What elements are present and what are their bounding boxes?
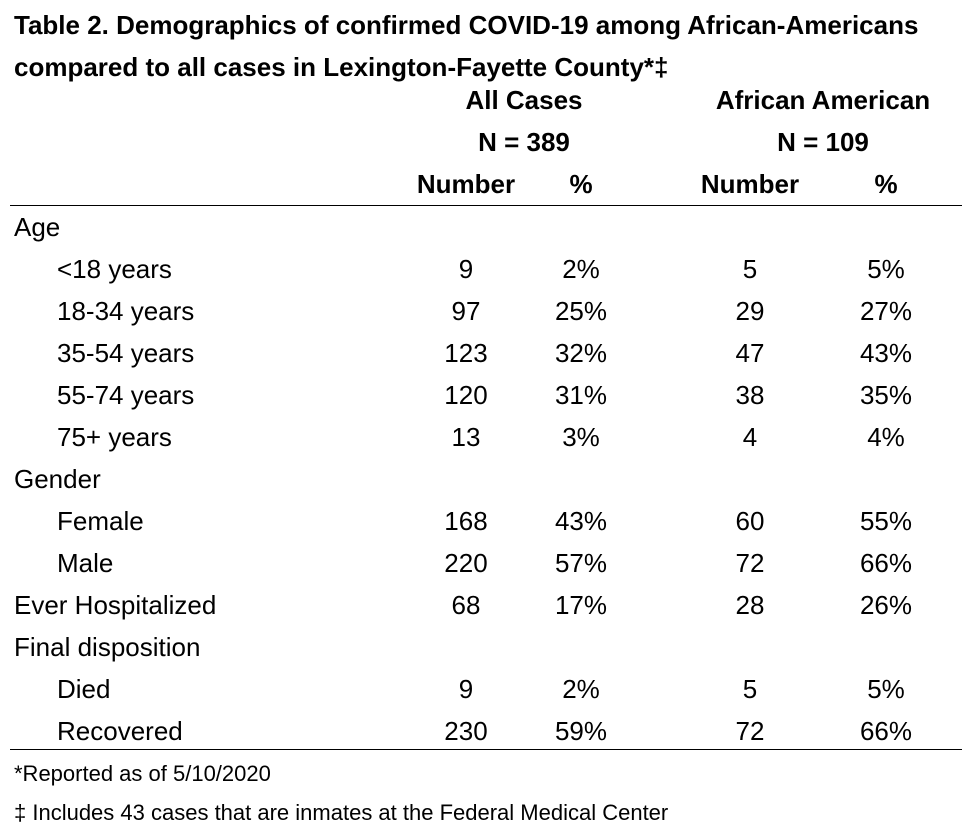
row-label-female: Female	[57, 506, 144, 536]
cell-55-74-all-pct: 31%	[554, 380, 608, 410]
cell-under-18-aa-pct: 5%	[867, 254, 905, 284]
cell-75-plus-aa-number: 4	[742, 422, 758, 452]
group-n-african-american: N = 109	[777, 127, 869, 157]
cell-recovered-all-number: 230	[444, 716, 488, 746]
cell-35-54-aa-number: 47	[735, 338, 765, 368]
group-header-african-american: African American	[715, 85, 931, 115]
row-label-recovered: Recovered	[57, 716, 183, 746]
cell-died-aa-pct: 5%	[867, 674, 905, 704]
col-header-number-all: Number	[416, 169, 516, 199]
cell-male-all-pct: 57%	[554, 548, 608, 578]
row-label-male: Male	[57, 548, 114, 578]
cell-male-aa-number: 72	[735, 548, 765, 578]
header-rule	[10, 205, 962, 206]
cell-hospitalized-aa-pct: 26%	[859, 590, 913, 620]
cell-under-18-all-pct: 2%	[562, 254, 600, 284]
cell-recovered-all-pct: 59%	[554, 716, 608, 746]
col-header-number-aa: Number	[700, 169, 800, 199]
table-title: Table 2. Demographics of confirmed COVID…	[14, 10, 919, 82]
cell-35-54-aa-pct: 43%	[859, 338, 913, 368]
cell-female-aa-pct: 55%	[859, 506, 913, 536]
row-label-gender: Gender	[14, 464, 101, 494]
cell-died-aa-number: 5	[742, 674, 758, 704]
cell-75-plus-all-number: 13	[451, 422, 481, 452]
cell-male-aa-pct: 66%	[859, 548, 913, 578]
row-label-age: Age	[14, 212, 61, 242]
row-label-18-34: 18-34 years	[57, 296, 195, 326]
cell-18-34-all-pct: 25%	[554, 296, 608, 326]
cell-75-plus-aa-pct: 4%	[867, 422, 905, 452]
col-header-pct-aa: %	[874, 169, 898, 199]
footnote-inmates: ‡ Includes 43 cases that are inmates at …	[14, 800, 669, 825]
cell-18-34-aa-pct: 27%	[859, 296, 913, 326]
cell-35-54-all-number: 123	[444, 338, 488, 368]
row-label-ever-hospitalized: Ever Hospitalized	[14, 590, 217, 620]
cell-died-all-number: 9	[458, 674, 474, 704]
cell-55-74-all-number: 120	[444, 380, 488, 410]
cell-75-plus-all-pct: 3%	[562, 422, 600, 452]
cell-hospitalized-aa-number: 28	[735, 590, 765, 620]
row-label-35-54: 35-54 years	[57, 338, 195, 368]
cell-male-all-number: 220	[444, 548, 488, 578]
group-n-all-cases: N = 389	[478, 127, 570, 157]
cell-recovered-aa-number: 72	[735, 716, 765, 746]
cell-18-34-all-number: 97	[451, 296, 481, 326]
row-label-final-disposition: Final disposition	[14, 632, 201, 662]
row-label-under-18: <18 years	[57, 254, 172, 284]
group-header-all-cases: All Cases	[465, 85, 583, 115]
cell-hospitalized-all-number: 68	[451, 590, 481, 620]
cell-died-all-pct: 2%	[562, 674, 600, 704]
cell-female-all-pct: 43%	[554, 506, 608, 536]
cell-under-18-all-number: 9	[458, 254, 474, 284]
cell-55-74-aa-pct: 35%	[859, 380, 913, 410]
cell-35-54-all-pct: 32%	[554, 338, 608, 368]
footnote-reported-date: *Reported as of 5/10/2020	[14, 761, 271, 786]
bottom-rule	[10, 749, 962, 750]
col-header-pct-all: %	[569, 169, 593, 199]
cell-55-74-aa-number: 38	[735, 380, 765, 410]
cell-female-aa-number: 60	[735, 506, 765, 536]
row-label-died: Died	[57, 674, 111, 704]
cell-under-18-aa-number: 5	[742, 254, 758, 284]
cell-18-34-aa-number: 29	[735, 296, 765, 326]
cell-hospitalized-all-pct: 17%	[554, 590, 608, 620]
row-label-75-plus: 75+ years	[57, 422, 172, 452]
row-label-55-74: 55-74 years	[57, 380, 195, 410]
cell-recovered-aa-pct: 66%	[859, 716, 913, 746]
cell-female-all-number: 168	[444, 506, 488, 536]
